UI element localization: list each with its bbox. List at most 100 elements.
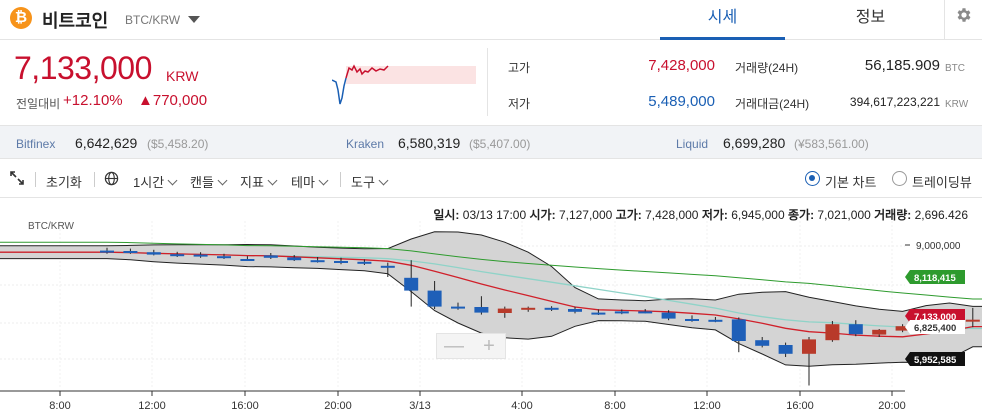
low-value: 5,489,000 — [648, 93, 715, 110]
candle-body — [544, 307, 559, 310]
header: ₿ 비트코인 BTC/KRW 시세 정보 — [0, 0, 982, 40]
theme-dropdown[interactable]: 테마 — [291, 172, 329, 191]
time-value: 03/13 17:00 — [462, 208, 527, 222]
ohlc-readout: 일시: 03/13 17:00 시가: 7,127,000 고가: 7,428,… — [433, 206, 968, 223]
zoom-in-button[interactable]: + — [483, 335, 495, 357]
candle-body — [755, 340, 770, 346]
high-value: 7,428,000 — [648, 57, 715, 74]
tradingview-radio[interactable] — [892, 171, 907, 186]
exchange-price: 6,580,319 — [398, 135, 461, 151]
coin-name[interactable]: 비트코인 — [42, 11, 109, 31]
amount-value: 394,617,223,221 — [849, 95, 940, 109]
exchange-name[interactable]: Kraken — [346, 137, 385, 151]
gear-icon[interactable] — [953, 6, 975, 28]
candle-body — [591, 312, 606, 315]
indicator-dropdown[interactable]: 지표 — [240, 172, 278, 191]
ma-long-line — [0, 241, 982, 300]
open-value: 7,127,000 — [558, 208, 613, 222]
price-tag — [905, 309, 965, 323]
chart-title: BTC/KRW — [28, 221, 74, 232]
interval-dropdown[interactable]: 1시간 — [133, 172, 178, 191]
divider — [340, 172, 341, 187]
bitcoin-icon: ₿ — [10, 7, 32, 29]
candle-body — [731, 319, 746, 341]
close-value: 7,021,000 — [817, 208, 871, 222]
reset-button[interactable]: 초기화 — [46, 175, 82, 190]
x-tick-label: 16:00 — [231, 400, 259, 412]
tab-price[interactable]: 시세 — [660, 0, 785, 40]
candle-body — [334, 261, 348, 263]
band-upper-line — [0, 231, 982, 312]
candle-body — [263, 255, 278, 258]
close-label: 종가: — [787, 208, 815, 222]
volume-value: 56,185.909 — [864, 57, 940, 74]
exchange-name[interactable]: Liquid — [676, 137, 709, 151]
candle-body — [287, 257, 302, 261]
tools-dropdown[interactable]: 도구 — [351, 172, 389, 191]
candle-body — [451, 306, 465, 309]
change-amount: ▲770,000 — [138, 92, 208, 109]
expand-icon[interactable] — [10, 171, 24, 188]
low-label: 저가: — [701, 208, 728, 222]
caret-down-icon[interactable] — [188, 16, 200, 23]
amount-label: 거래대금(24H) — [735, 97, 810, 111]
volume-value: 2,696.426 — [914, 208, 968, 222]
high-label: 고가: — [615, 208, 642, 222]
price-tag-label: 7,133,000 — [914, 312, 956, 323]
tab-info[interactable]: 정보 — [855, 9, 886, 26]
low-label: 저가 — [508, 97, 531, 111]
candle-body — [123, 251, 138, 253]
candle-body — [474, 307, 489, 313]
x-tick-label: 3/13 — [409, 400, 430, 412]
basic-chart-label[interactable]: 기본 차트 — [825, 175, 877, 190]
y-tick-label: 9,000,000 — [916, 241, 961, 252]
price-tag — [905, 320, 965, 334]
amount-unit: KRW — [945, 99, 969, 110]
candle-body — [310, 260, 325, 263]
candle-dropdown[interactable]: 캔들 — [190, 172, 228, 191]
sparkline — [332, 64, 476, 105]
x-tick-label: 8:00 — [604, 400, 625, 412]
band-lower-line — [0, 258, 982, 367]
exchange-name[interactable]: Bitfinex — [16, 137, 56, 151]
candle-body — [825, 324, 840, 341]
time-label: 일시: — [433, 208, 460, 222]
high-label: 고가 — [508, 61, 531, 75]
chevron-down-icon — [267, 175, 278, 186]
basic-chart-radio[interactable] — [805, 171, 820, 186]
divider — [94, 172, 95, 187]
volume-label: 거래량(24H) — [735, 61, 799, 75]
tools-label: 도구 — [351, 175, 375, 190]
x-tick-label: 12:00 — [138, 400, 166, 412]
price-tag — [905, 270, 965, 284]
ma-short-line — [0, 251, 982, 338]
globe-icon[interactable] — [104, 171, 119, 189]
zoom-out-button[interactable]: — — [444, 335, 464, 357]
x-tick-label: 20:00 — [878, 400, 906, 412]
price-tag-label: 6,825,400 — [914, 323, 956, 334]
chevron-down-icon — [318, 175, 329, 186]
divider — [35, 172, 36, 187]
candle-body — [778, 345, 793, 354]
change-percent: +12.10% — [63, 92, 123, 109]
candle-body — [380, 265, 395, 268]
high-value: 7,428,000 — [645, 208, 699, 222]
price-chart[interactable]: 9,000,000 8,118,415 7,133,000 6,825,400 5,95… — [0, 199, 982, 415]
divider — [944, 0, 945, 40]
open-label: 시가: — [529, 208, 556, 222]
candle-body — [848, 324, 863, 335]
candle-body — [638, 311, 653, 314]
candle-body — [614, 311, 629, 314]
coin-pair[interactable]: BTC/KRW — [125, 13, 181, 27]
exchange-usd: (¥583,561.00) — [794, 137, 869, 151]
candle-label: 캔들 — [190, 175, 214, 190]
x-tick-label: 16:00 — [786, 400, 814, 412]
candle-body — [497, 308, 512, 313]
price-tag-label: 8,118,415 — [914, 273, 956, 284]
chevron-down-icon — [167, 175, 178, 186]
candle-body — [521, 307, 536, 310]
candle-body — [193, 254, 208, 257]
tradingview-label[interactable]: 트레이딩뷰 — [912, 175, 972, 190]
exchange-price: 6,699,280 — [723, 135, 786, 151]
